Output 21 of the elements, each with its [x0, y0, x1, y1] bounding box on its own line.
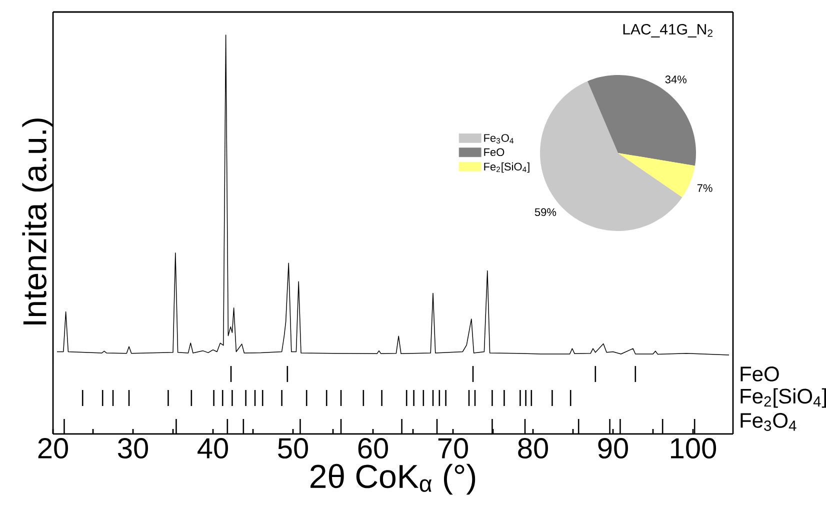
x-tick-label: 90 — [598, 438, 628, 459]
text: FeO — [740, 366, 779, 382]
x-tick-label: 40 — [198, 438, 228, 459]
text: Fe$_{3}$O$_{4}$ — [740, 413, 796, 431]
data-label: 34% — [665, 76, 686, 84]
text: Fe$_{2}$[SiO$_{4}$] — [740, 388, 826, 408]
x-tick-label: 100 — [671, 438, 716, 459]
x-tick-label: 80 — [518, 438, 548, 459]
legend-label: FeO — [484, 148, 504, 156]
legend-label: Fe$_{3}$O$_{4}$ — [484, 134, 514, 144]
x-tick-label: 70 — [438, 438, 468, 459]
legend-label: Fe$_{2}$[SiO$_{4}$] — [484, 162, 530, 173]
x-axis-title: 2θ CoK$_{α}$ (°) — [310, 464, 476, 495]
y-axis-title: Intenzita (a.u.) — [22, 118, 53, 324]
data-label: 7% — [697, 184, 712, 192]
data-label: 59% — [534, 208, 556, 216]
x-tick-label: 60 — [358, 438, 388, 459]
x-tick-label: 20 — [38, 438, 68, 459]
x-tick-label: 50 — [278, 438, 308, 459]
x-tick-label: 30 — [118, 438, 148, 459]
chart-title: LAC_41G_N$_{2}$ — [623, 24, 712, 38]
